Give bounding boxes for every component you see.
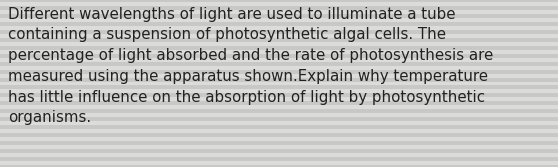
Bar — [0, 66, 558, 70]
Bar — [0, 30, 558, 34]
Bar — [0, 73, 558, 77]
Bar — [0, 70, 558, 73]
Bar — [0, 10, 558, 14]
Bar — [0, 46, 558, 50]
Bar — [0, 50, 558, 54]
Bar — [0, 26, 558, 30]
Bar — [0, 94, 558, 97]
Bar — [0, 42, 558, 46]
Bar — [0, 165, 558, 167]
Bar — [0, 117, 558, 121]
Bar — [0, 133, 558, 137]
Bar — [0, 125, 558, 129]
Bar — [0, 149, 558, 153]
Bar — [0, 145, 558, 149]
Bar — [0, 18, 558, 22]
Bar — [0, 62, 558, 66]
Bar — [0, 90, 558, 94]
Bar — [0, 34, 558, 38]
Bar — [0, 38, 558, 42]
Bar — [0, 161, 558, 165]
Bar — [0, 22, 558, 26]
Bar — [0, 6, 558, 10]
Bar — [0, 97, 558, 101]
Bar — [0, 105, 558, 109]
Bar — [0, 54, 558, 58]
Bar — [0, 0, 558, 2]
Text: Different wavelengths of light are used to illuminate a tube
containing a suspen: Different wavelengths of light are used … — [8, 7, 494, 125]
Bar — [0, 58, 558, 62]
Bar — [0, 86, 558, 90]
Bar — [0, 113, 558, 117]
Bar — [0, 141, 558, 145]
Bar — [0, 2, 558, 6]
Bar — [0, 81, 558, 86]
Bar — [0, 129, 558, 133]
Bar — [0, 153, 558, 157]
Bar — [0, 109, 558, 113]
Bar — [0, 14, 558, 18]
Bar — [0, 121, 558, 125]
Bar — [0, 137, 558, 141]
Bar — [0, 77, 558, 81]
Bar — [0, 157, 558, 161]
Bar — [0, 101, 558, 105]
